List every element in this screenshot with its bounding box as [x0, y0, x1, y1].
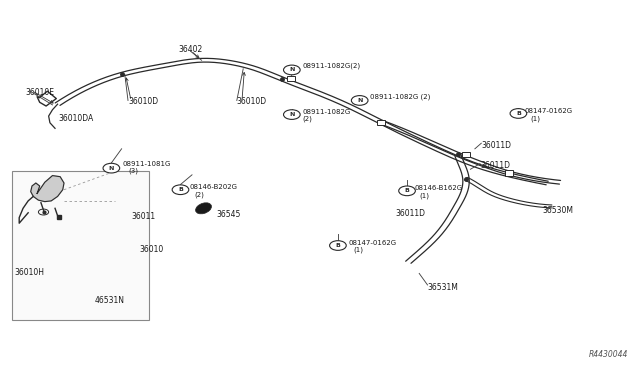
Circle shape: [351, 96, 368, 105]
Bar: [287, 76, 295, 81]
Text: 36011D: 36011D: [396, 209, 426, 218]
Text: 36010: 36010: [140, 245, 164, 254]
Circle shape: [399, 186, 415, 196]
Text: 08911-1082G(2): 08911-1082G(2): [302, 63, 360, 70]
Text: 08911-1082G (2): 08911-1082G (2): [370, 93, 430, 100]
Circle shape: [284, 65, 300, 75]
Text: N: N: [357, 98, 362, 103]
Text: 08147-0162G: 08147-0162G: [525, 108, 573, 114]
Circle shape: [172, 185, 189, 195]
Text: N: N: [289, 67, 294, 73]
Circle shape: [284, 110, 300, 119]
Ellipse shape: [196, 203, 211, 214]
Text: 36010H: 36010H: [14, 268, 44, 277]
Text: B: B: [335, 243, 340, 248]
Text: 36011D: 36011D: [481, 141, 511, 150]
Bar: [505, 170, 513, 176]
Text: (2): (2): [195, 192, 204, 198]
Text: 36011D: 36011D: [480, 161, 510, 170]
Text: (1): (1): [353, 247, 364, 253]
Text: 08911-1082G: 08911-1082G: [302, 109, 350, 115]
Circle shape: [510, 109, 527, 118]
Bar: [462, 152, 470, 157]
Text: (1): (1): [420, 192, 430, 199]
Text: 36011: 36011: [131, 212, 156, 221]
Bar: [12, 171, 149, 320]
Text: 36010E: 36010E: [26, 88, 54, 97]
Text: 08911-1081G: 08911-1081G: [123, 161, 172, 167]
Text: 36010DA: 36010DA: [59, 114, 94, 123]
Text: 36010D: 36010D: [128, 97, 158, 106]
Text: 36530M: 36530M: [543, 206, 573, 215]
Text: 36010D: 36010D: [237, 97, 267, 106]
Text: 08146-B162G: 08146-B162G: [415, 185, 463, 191]
Text: R4430044: R4430044: [589, 350, 628, 359]
Text: 08147-0162G: 08147-0162G: [348, 240, 396, 246]
Text: 36531M: 36531M: [428, 283, 458, 292]
Text: 36402: 36402: [179, 45, 203, 54]
Text: N: N: [289, 112, 294, 117]
Text: B: B: [178, 187, 183, 192]
Text: (1): (1): [530, 115, 540, 122]
Circle shape: [103, 163, 120, 173]
Text: 08146-B202G: 08146-B202G: [189, 185, 237, 190]
Bar: [377, 120, 385, 125]
Text: (3): (3): [128, 168, 138, 174]
Text: 46531N: 46531N: [95, 296, 125, 305]
Text: B: B: [516, 111, 521, 116]
Text: 36545: 36545: [216, 210, 241, 219]
Text: N: N: [109, 166, 114, 171]
Polygon shape: [31, 176, 64, 202]
Circle shape: [330, 241, 346, 250]
Text: B: B: [404, 188, 410, 193]
Text: (2): (2): [302, 115, 312, 122]
